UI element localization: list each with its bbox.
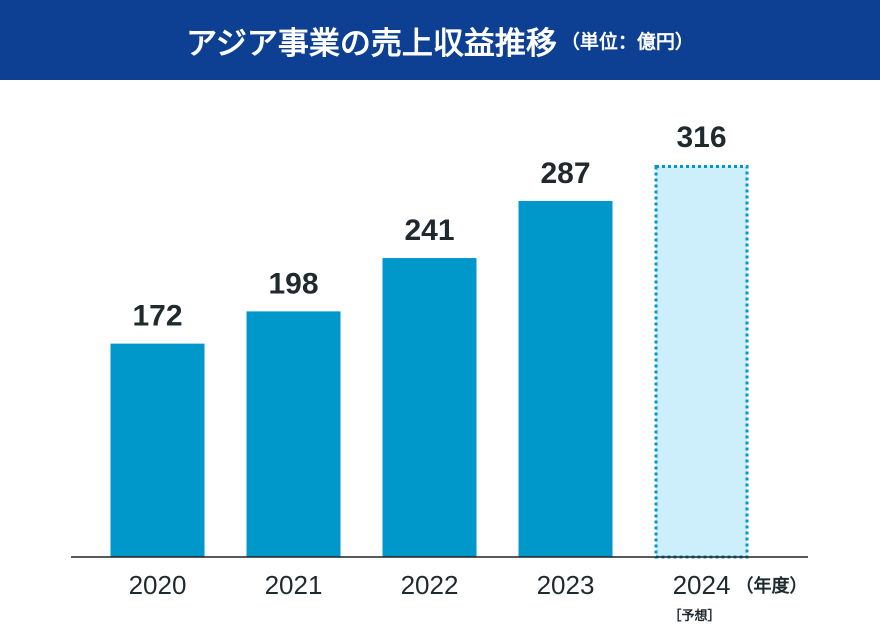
x-unit-label: （年度） [736,575,808,597]
chart-title-unit: （単位：億円） [560,30,694,53]
bar-forecast-2024 [654,165,749,559]
x-tick-2022: 2022 [401,570,459,600]
bar-2020 [110,343,205,557]
bar-2022 [382,258,477,557]
x-tick-2021: 2021 [265,570,323,600]
chart-title: アジア事業の売上収益推移 （単位：億円） [0,0,880,80]
data-label-2022: 241 [404,214,454,247]
chart-title-text: アジア事業の売上収益推移 [186,25,557,62]
data-label-2023: 287 [540,157,590,190]
x-tick-2024: 2024 [673,570,731,600]
forecast-note: ［予想］ [668,608,720,624]
data-label-2021: 198 [268,267,318,300]
data-label-2024: 316 [676,121,726,154]
x-tick-2023: 2023 [537,570,595,600]
bar-2023 [518,200,613,558]
bar-2021 [246,311,341,557]
data-label-2020: 172 [132,300,182,333]
title-bar [0,0,880,80]
x-tick-2020: 2020 [129,570,187,600]
